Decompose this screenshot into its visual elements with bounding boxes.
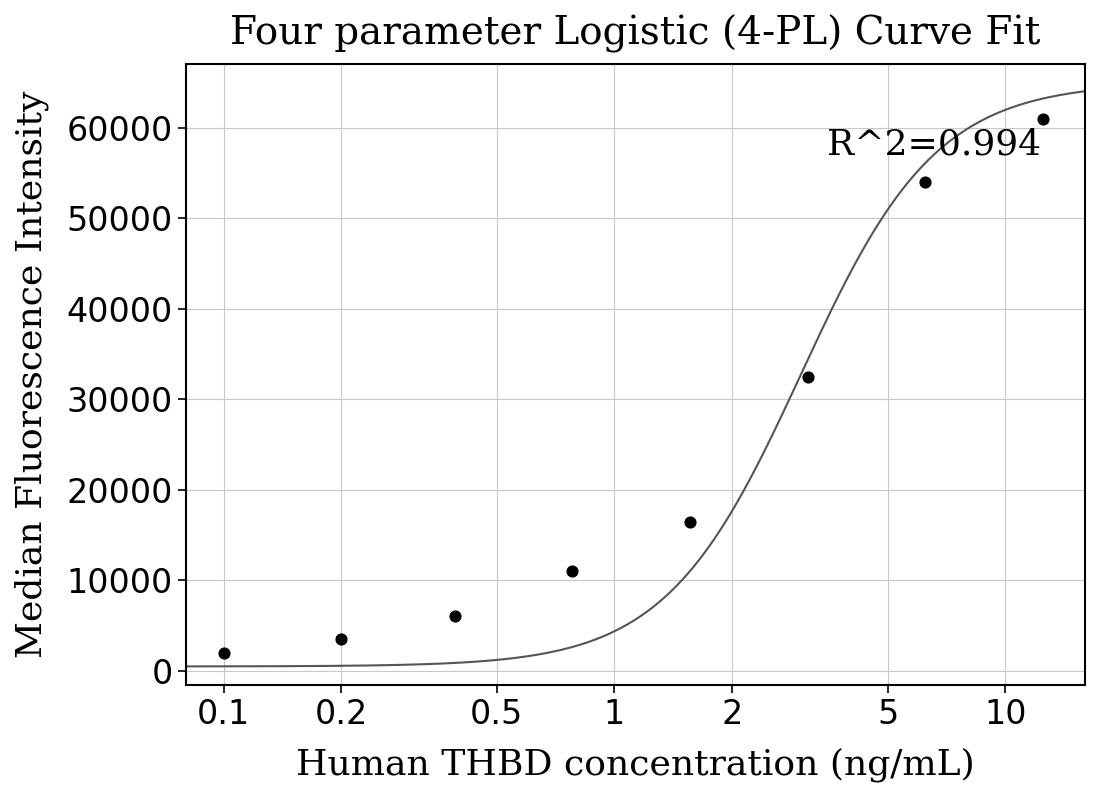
Point <box>214 646 232 659</box>
Point <box>332 633 350 646</box>
Point <box>916 175 934 188</box>
Y-axis label: Median Fluorescence Intensity: Median Fluorescence Intensity <box>15 91 50 658</box>
Point <box>563 565 581 578</box>
X-axis label: Human THBD concentration (ng/mL): Human THBD concentration (ng/mL) <box>296 748 975 782</box>
Text: R^2=0.994: R^2=0.994 <box>827 128 1042 162</box>
Point <box>799 371 816 383</box>
Title: Four parameter Logistic (4-PL) Curve Fit: Four parameter Logistic (4-PL) Curve Fit <box>230 15 1041 53</box>
Point <box>681 515 698 528</box>
Point <box>446 610 463 622</box>
Point <box>1034 112 1052 125</box>
